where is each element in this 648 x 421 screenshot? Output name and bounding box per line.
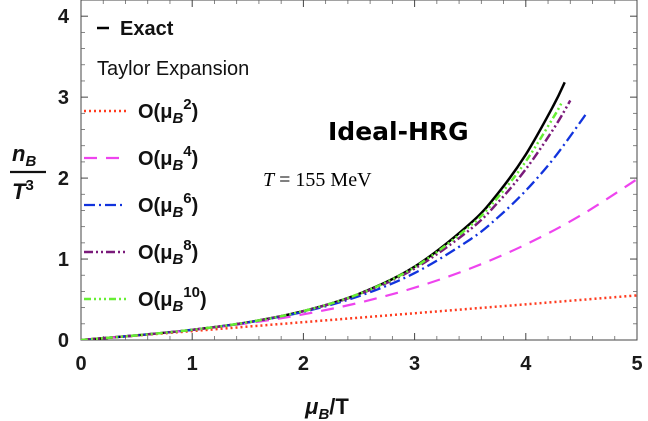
subtitle-rest: = 155 MeV — [274, 169, 372, 191]
y-label-denominator: T3 — [12, 177, 34, 204]
x-tick-label: 2 — [298, 353, 309, 375]
legend-label: O(μB4) — [138, 143, 198, 174]
legend-label: O(μB8) — [138, 237, 198, 268]
legend-label: O(μB6) — [138, 190, 198, 221]
y-tick-label: 3 — [58, 87, 69, 109]
y-label-n: n — [12, 141, 25, 166]
x-tick-label: 5 — [631, 353, 642, 375]
y-label-t: T — [12, 179, 27, 204]
chart-title: Ideal-HRG — [328, 117, 469, 146]
series-layer — [81, 81, 637, 340]
x-axis-label-mu: μ — [304, 394, 318, 419]
x-axis-label: μB/T — [304, 394, 349, 421]
legend-label: Exact — [120, 18, 174, 40]
x-tick-label: 0 — [75, 353, 86, 375]
legend-label: O(μB2) — [138, 96, 198, 127]
plot-frame — [80, 0, 638, 341]
axes: 0 1 2 3 4 5 0 1 2 3 4 — [58, 0, 643, 375]
y-label-t-sup: 3 — [25, 177, 33, 194]
y-tick-label: 4 — [58, 6, 70, 28]
y-label-n-sub: B — [25, 153, 36, 170]
x-tick-label: 4 — [520, 353, 532, 375]
legend-label: O(μB10) — [138, 284, 207, 315]
y-tick-label: 1 — [58, 249, 69, 271]
subtitle-symbol: T — [263, 169, 276, 191]
y-tick-label: 2 — [58, 168, 69, 190]
legend-heading: Taylor Expansion — [97, 58, 249, 80]
x-tick-label: 1 — [187, 353, 198, 375]
x-axis-label-sub: B — [318, 406, 329, 421]
chart-subtitle: T = 155 MeV — [263, 169, 372, 191]
y-tick-label: 0 — [58, 330, 69, 352]
legend: Exact O(μB2) O(μB4) O(μB6) O(μB8) O(μB10) Tayl… — [84, 18, 249, 315]
y-label-numerator: nB — [12, 141, 36, 170]
x-axis-label-rest: /T — [329, 394, 349, 419]
series-line-order-10 — [81, 102, 563, 340]
y-axis-label: nB T3 — [10, 141, 46, 204]
x-tick-label: 3 — [409, 353, 420, 375]
